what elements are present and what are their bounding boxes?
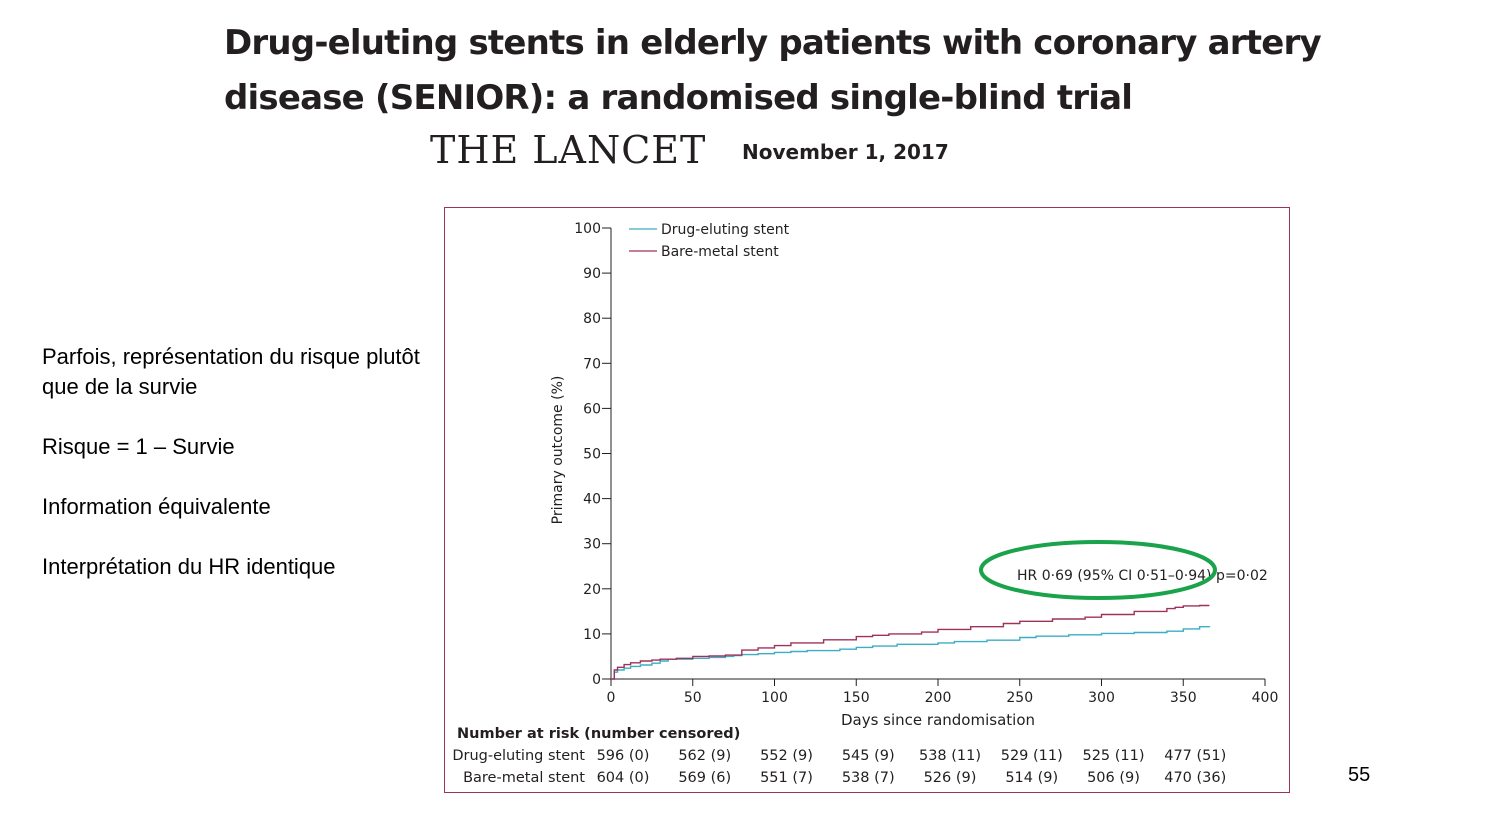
bms-curve bbox=[611, 604, 1210, 680]
risk-cell: 525 (11) bbox=[1082, 748, 1144, 764]
x-tick-label: 150 bbox=[843, 690, 870, 706]
y-tick-label: 50 bbox=[583, 447, 601, 463]
y-tick-label: 100 bbox=[574, 221, 601, 237]
risk-cell: 538 (11) bbox=[919, 748, 981, 764]
hr-highlight-ellipse bbox=[979, 540, 1217, 600]
x-axis-label: Days since randomisation bbox=[841, 711, 1035, 729]
x-tick-label: 300 bbox=[1088, 690, 1115, 706]
note-hr-interpretation: Interprétation du HR identique bbox=[42, 554, 336, 579]
journal-name: THE LANCET bbox=[430, 128, 707, 172]
risk-cell: 552 (9) bbox=[760, 748, 813, 764]
y-tick-label: 60 bbox=[583, 401, 601, 417]
figure-frame: 0 10 20 30 40 50 60 70 80 90 100 0 50 100 150 200 250 300… bbox=[444, 207, 1290, 793]
risk-table: Number at risk (number censored) Drug-el… bbox=[452, 726, 1226, 786]
y-tick-label: 90 bbox=[583, 266, 601, 282]
y-tick-label: 80 bbox=[583, 311, 601, 327]
y-tick-label: 0 bbox=[592, 672, 601, 688]
title-line-2: disease (SENIOR): a randomised single-bl… bbox=[224, 78, 1133, 118]
risk-cell: 529 (11) bbox=[1001, 748, 1063, 764]
y-tick-label: 40 bbox=[583, 492, 601, 508]
chart-curves bbox=[611, 604, 1211, 680]
km-chart: 0 10 20 30 40 50 60 70 80 90 100 0 50 100 150 200 250 300… bbox=[452, 221, 1278, 786]
slide-title: Drug-eluting stents in elderly patients … bbox=[224, 16, 1324, 126]
y-axis-label: Primary outcome (%) bbox=[550, 376, 566, 525]
risk-row-label-des: Drug-eluting stent bbox=[452, 748, 585, 764]
risk-cell: 551 (7) bbox=[760, 770, 813, 786]
risk-cell: 506 (9) bbox=[1087, 770, 1140, 786]
y-tick-label: 20 bbox=[583, 582, 601, 598]
y-tick-label: 30 bbox=[583, 537, 601, 553]
risk-cell: 470 (36) bbox=[1164, 770, 1226, 786]
note-equivalent-info: Information équivalente bbox=[42, 494, 271, 519]
hr-annotation: HR 0·69 (95% CI 0·51–0·94) p=0·02 bbox=[1017, 568, 1268, 584]
risk-table-header: Number at risk (number censored) bbox=[457, 726, 740, 742]
slide-notes: Parfois, représentation du risque plutôt… bbox=[42, 342, 422, 612]
y-tick-label: 70 bbox=[583, 356, 601, 372]
title-line-1: Drug-eluting stents in elderly patients … bbox=[224, 23, 1322, 63]
risk-cell: 514 (9) bbox=[1005, 770, 1058, 786]
risk-cell: 596 (0) bbox=[597, 748, 650, 764]
x-tick-label: 0 bbox=[607, 690, 616, 706]
des-curve bbox=[611, 626, 1211, 680]
legend-label-des: Drug-eluting stent bbox=[661, 222, 790, 238]
risk-cell: 526 (9) bbox=[924, 770, 977, 786]
x-tick-label: 400 bbox=[1252, 690, 1279, 706]
x-tick-label: 50 bbox=[684, 690, 702, 706]
risk-cell: 569 (6) bbox=[678, 770, 731, 786]
legend: Drug-eluting stent Bare-metal stent bbox=[629, 222, 790, 260]
legend-label-bms: Bare-metal stent bbox=[661, 244, 779, 260]
risk-row-label-bms: Bare-metal stent bbox=[463, 770, 585, 786]
risk-cell: 545 (9) bbox=[842, 748, 895, 764]
x-tick-label: 350 bbox=[1170, 690, 1197, 706]
x-tick-label: 250 bbox=[1006, 690, 1033, 706]
chart-axes: 0 10 20 30 40 50 60 70 80 90 100 0 50 100 150 200 250 300… bbox=[574, 221, 1278, 706]
page-number: 55 bbox=[1348, 764, 1371, 786]
risk-cell: 477 (51) bbox=[1164, 748, 1226, 764]
y-tick-label: 10 bbox=[583, 627, 601, 643]
x-tick-label: 100 bbox=[761, 690, 788, 706]
x-tick-label: 200 bbox=[925, 690, 952, 706]
note-risk-formula: Risque = 1 – Survie bbox=[42, 434, 235, 459]
note-risk-representation: Parfois, représentation du risque plutôt… bbox=[42, 344, 420, 399]
risk-cell: 604 (0) bbox=[597, 770, 650, 786]
risk-cell: 562 (9) bbox=[678, 748, 731, 764]
publication-date: November 1, 2017 bbox=[742, 140, 949, 164]
risk-cell: 538 (7) bbox=[842, 770, 895, 786]
